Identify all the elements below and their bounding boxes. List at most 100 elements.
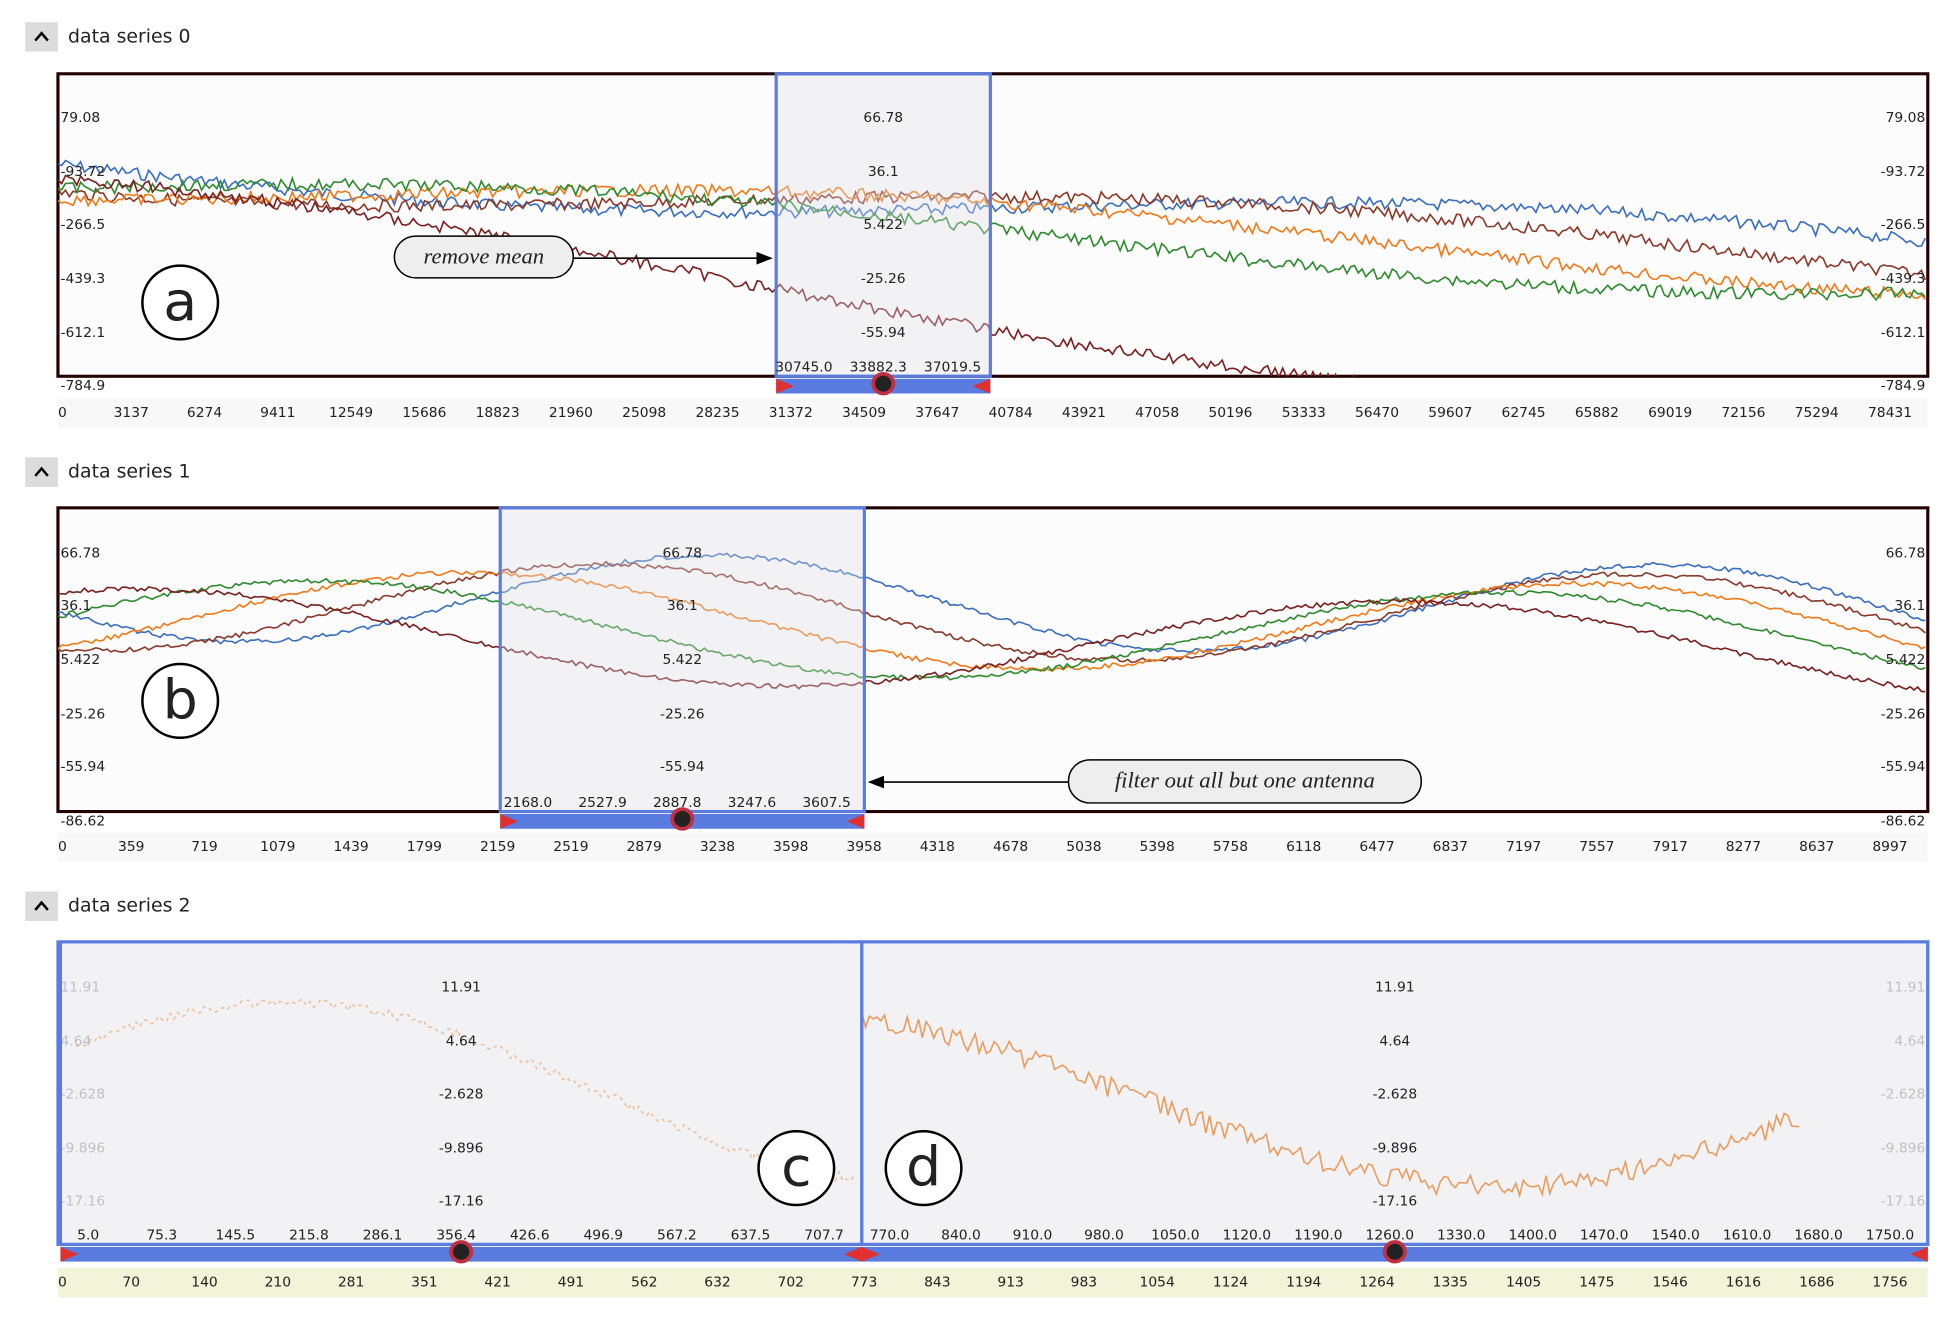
lens-x-label: 1470.0 [1580, 1228, 1628, 1244]
collapse-button[interactable] [25, 457, 58, 487]
y-label-right: -25.26 [1881, 707, 1926, 723]
lens-x-label: 980.0 [1084, 1228, 1124, 1244]
lens-x-label: 770.0 [870, 1228, 910, 1244]
y-label-right: 11.91 [1886, 979, 1926, 995]
lens-x-label: 2527.9 [578, 795, 626, 811]
x-tick-label: 34509 [842, 405, 886, 421]
x-tick-label: 719 [191, 839, 217, 855]
x-tick-label: 50196 [1208, 405, 1252, 421]
y-label-left: -17.16 [60, 1193, 105, 1209]
slider-knob[interactable] [1382, 1240, 1407, 1264]
x-tick-label: 1194 [1286, 1275, 1321, 1291]
x-tick-label: 281 [338, 1275, 364, 1291]
lens[interactable] [498, 506, 866, 814]
x-tick-label: 2159 [480, 839, 515, 855]
y-label-right: -86.62 [1881, 813, 1926, 829]
collapse-button[interactable] [25, 891, 58, 921]
x-tick-label: 1405 [1506, 1275, 1541, 1291]
y-label-left: -25.26 [60, 707, 105, 723]
y-label-right: 5.422 [1886, 652, 1926, 668]
marker-letter: b [163, 668, 198, 731]
trace [861, 1013, 1800, 1199]
slider-handle[interactable] [776, 378, 794, 394]
lens-y-label: 4.64 [446, 1034, 477, 1050]
slider-knob[interactable] [871, 371, 896, 396]
lens-x-label: 1750.0 [1866, 1228, 1914, 1244]
x-tick-label: 1756 [1872, 1275, 1907, 1291]
lens[interactable] [860, 940, 1930, 1246]
x-tick-label: 843 [924, 1275, 950, 1291]
y-label-right: -93.72 [1881, 164, 1926, 180]
x-tick-label: 1054 [1140, 1275, 1175, 1291]
lens-y-label: 36.1 [868, 164, 899, 180]
y-label-left: -2.628 [60, 1086, 105, 1102]
slider-handle[interactable] [972, 378, 991, 394]
y-label-right: -439.3 [1881, 271, 1926, 287]
lens-x-label: 75.3 [146, 1228, 177, 1244]
lens-x-label: 2168.0 [504, 795, 552, 811]
x-tick-label: 3238 [700, 839, 735, 855]
trace [57, 586, 1926, 693]
slider-knob[interactable] [449, 1240, 474, 1264]
lens-x-label: 30745.0 [775, 360, 832, 376]
lens-y-label: -25.26 [861, 271, 906, 287]
x-tick-label: 562 [631, 1275, 657, 1291]
slider-knob[interactable] [670, 807, 695, 831]
slider-handle[interactable] [846, 814, 865, 829]
lens-y-label: 5.422 [662, 652, 702, 668]
lens[interactable] [58, 940, 864, 1246]
collapse-icon [34, 900, 49, 911]
collapse-icon [34, 31, 49, 42]
y-label-left: 79.08 [60, 110, 100, 126]
y-label-right: -17.16 [1881, 1193, 1926, 1209]
collapse-button[interactable] [25, 22, 58, 52]
x-tick-label: 1264 [1359, 1275, 1394, 1291]
lens-x-label: 426.6 [510, 1228, 550, 1244]
lens-y-label: -25.26 [660, 707, 705, 723]
x-tick-label: 913 [997, 1275, 1023, 1291]
trace [57, 577, 1926, 682]
x-tick-label: 359 [118, 839, 144, 855]
slider-handle[interactable] [844, 1246, 862, 1262]
x-tick-label: 78431 [1868, 405, 1912, 421]
lens-y-label: -2.628 [439, 1086, 484, 1102]
y-label-right: -612.1 [1881, 325, 1926, 341]
x-tick-label: 6118 [1286, 839, 1321, 855]
plot-area [56, 940, 1930, 1246]
lens-y-label: -2.628 [1372, 1086, 1417, 1102]
tick-row [57, 832, 1928, 862]
x-tick-label: 702 [778, 1275, 804, 1291]
slider-handle[interactable] [1910, 1246, 1928, 1262]
x-tick-label: 4318 [920, 839, 955, 855]
slider-handle[interactable] [861, 1246, 880, 1262]
lens-y-label: 66.78 [662, 545, 702, 561]
x-tick-label: 6477 [1359, 839, 1394, 855]
lens-y-label: -9.896 [1372, 1141, 1417, 1157]
lens-y-label: -17.16 [439, 1193, 484, 1209]
lens-x-label: 37019.5 [924, 360, 981, 376]
marker-letter: c [781, 1135, 811, 1198]
x-tick-label: 7917 [1653, 839, 1688, 855]
lens-x-label: 910.0 [1013, 1228, 1053, 1244]
x-tick-label: 140 [191, 1275, 217, 1291]
lens-y-label: 11.91 [1375, 979, 1415, 995]
marker-circle [884, 1130, 963, 1207]
x-tick-label: 1439 [333, 839, 368, 855]
y-label-right: 36.1 [1894, 598, 1925, 614]
collapse-icon [34, 466, 49, 477]
x-tick-label: 0 [58, 1275, 67, 1291]
slider-handle[interactable] [60, 1246, 79, 1262]
marker-circle [141, 264, 220, 341]
x-tick-label: 59607 [1428, 405, 1472, 421]
lens-y-label: -9.896 [439, 1141, 484, 1157]
lens-x-label: 1120.0 [1223, 1228, 1271, 1244]
x-tick-label: 5758 [1213, 839, 1248, 855]
x-tick-label: 65882 [1575, 405, 1619, 421]
lens[interactable] [774, 72, 992, 378]
slider-handle[interactable] [500, 814, 518, 829]
y-label-left: -266.5 [60, 217, 105, 233]
lens-x-label: 1400.0 [1508, 1228, 1556, 1244]
traces [57, 552, 1926, 693]
tick-row [57, 1267, 1928, 1298]
lens-x-label: 33882.3 [850, 360, 907, 376]
